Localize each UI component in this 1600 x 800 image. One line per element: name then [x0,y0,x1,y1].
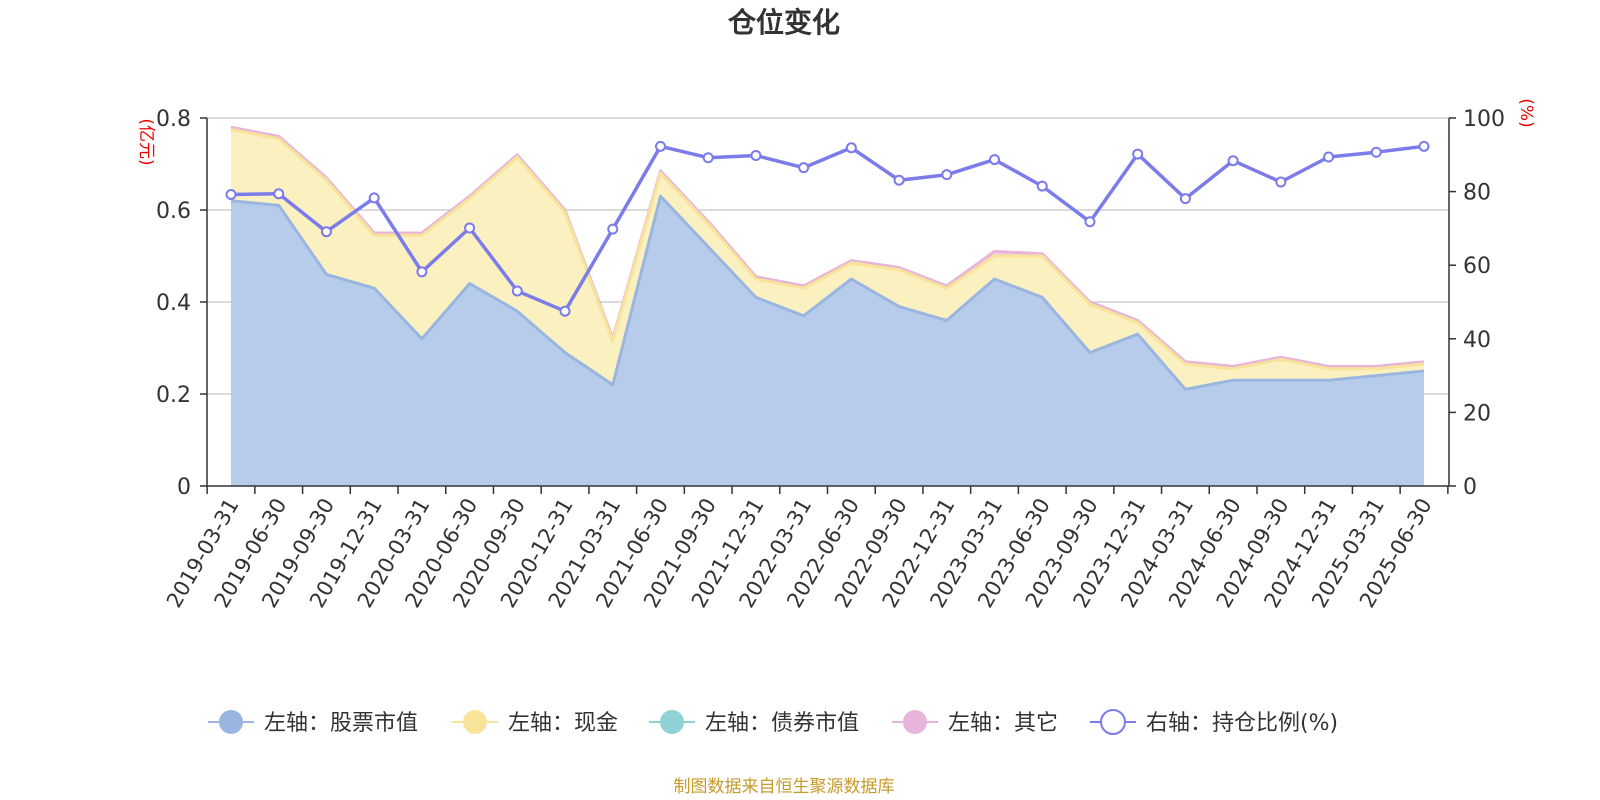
right-tick-label-0: 0 [1463,475,1477,500]
legend-item-4[interactable]: 右轴：持仓比例(%) [1090,709,1338,736]
line-series-0 [230,194,1425,391]
legend-marker-4 [1100,709,1126,735]
point-4-2 [320,226,332,238]
legend[interactable]: 左轴：股票市值 左轴：现金 左轴：债券市值 左轴：其它 右轴：持仓比例(%) [208,709,1338,736]
point-4-18 [1084,216,1096,228]
series-lines [225,125,1430,391]
left-tick-label-0: 0 [177,475,191,500]
point-4-20 [1179,193,1191,205]
line-series-4 [230,144,1425,313]
left-tick-label-1: 0.2 [156,383,191,408]
stacked-areas [231,127,1424,486]
left-axis-unit-label: (亿元) [136,118,156,165]
point-4-17 [1036,180,1048,192]
point-4-7 [559,305,571,317]
point-4-23 [1323,151,1335,163]
right-tick-label-1: 20 [1463,401,1491,426]
point-4-22 [1275,176,1287,188]
point-4-3 [368,192,380,204]
right-tick-label-5: 100 [1463,107,1505,132]
left-tick-label-4: 0.8 [156,107,191,132]
point-4-1 [273,188,285,200]
point-4-19 [1132,148,1144,160]
left-tick-label-3: 0.6 [156,199,191,224]
legend-label-1: 左轴：现金 [508,711,618,736]
legend-label-2: 左轴：债券市值 [705,711,859,736]
point-4-9 [654,140,666,152]
legend-marker-3 [903,710,927,734]
area-series-1 [231,129,1424,390]
point-4-15 [941,169,953,181]
legend-marker-2 [660,710,684,734]
legend-label-3: 左轴：其它 [948,711,1058,736]
legend-marker-0 [219,710,243,734]
legend-label-4: 右轴：持仓比例(%) [1146,711,1338,736]
right-tick-label-2: 40 [1463,328,1491,353]
point-4-25 [1418,140,1430,152]
right-tick-label-3: 60 [1463,254,1491,279]
legend-label-0: 左轴：股票市值 [264,711,418,736]
area-series-0 [231,196,1424,486]
source-note: 制图数据来自恒生聚源数据库 [674,777,895,797]
point-4-0 [225,189,237,201]
right-axis-unit-label: (%) [1516,98,1536,127]
point-4-21 [1227,155,1239,167]
point-4-4 [416,266,428,278]
point-4-13 [845,142,857,154]
point-4-12 [798,162,810,174]
line-series-1 [230,128,1425,371]
legend-item-3[interactable]: 左轴：其它 [892,710,1058,736]
line-series-3 [230,125,1425,368]
point-4-10 [702,152,714,164]
point-4-11 [750,150,762,162]
point-4-14 [893,174,905,186]
point-4-5 [464,222,476,234]
legend-item-2[interactable]: 左轴：债券市值 [649,710,859,736]
left-tick-label-2: 0.4 [156,291,191,316]
point-4-6 [511,285,523,297]
legend-item-1[interactable]: 左轴：现金 [452,710,618,736]
legend-item-0[interactable]: 左轴：股票市值 [208,710,418,736]
point-4-16 [989,154,1001,166]
right-tick-label-4: 80 [1463,181,1491,206]
point-4-24 [1370,146,1382,158]
legend-marker-1 [463,710,487,734]
point-4-8 [607,223,619,235]
chart-title: 仓位变化 [728,6,840,39]
